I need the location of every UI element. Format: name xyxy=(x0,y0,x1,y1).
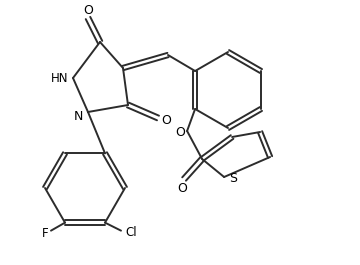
Text: Cl: Cl xyxy=(125,226,137,239)
Text: F: F xyxy=(42,227,48,240)
Text: O: O xyxy=(161,114,171,127)
Text: O: O xyxy=(83,5,93,17)
Text: O: O xyxy=(177,182,187,195)
Text: HN: HN xyxy=(51,72,69,85)
Text: N: N xyxy=(73,111,83,123)
Text: O: O xyxy=(175,126,185,139)
Text: S: S xyxy=(229,173,237,186)
